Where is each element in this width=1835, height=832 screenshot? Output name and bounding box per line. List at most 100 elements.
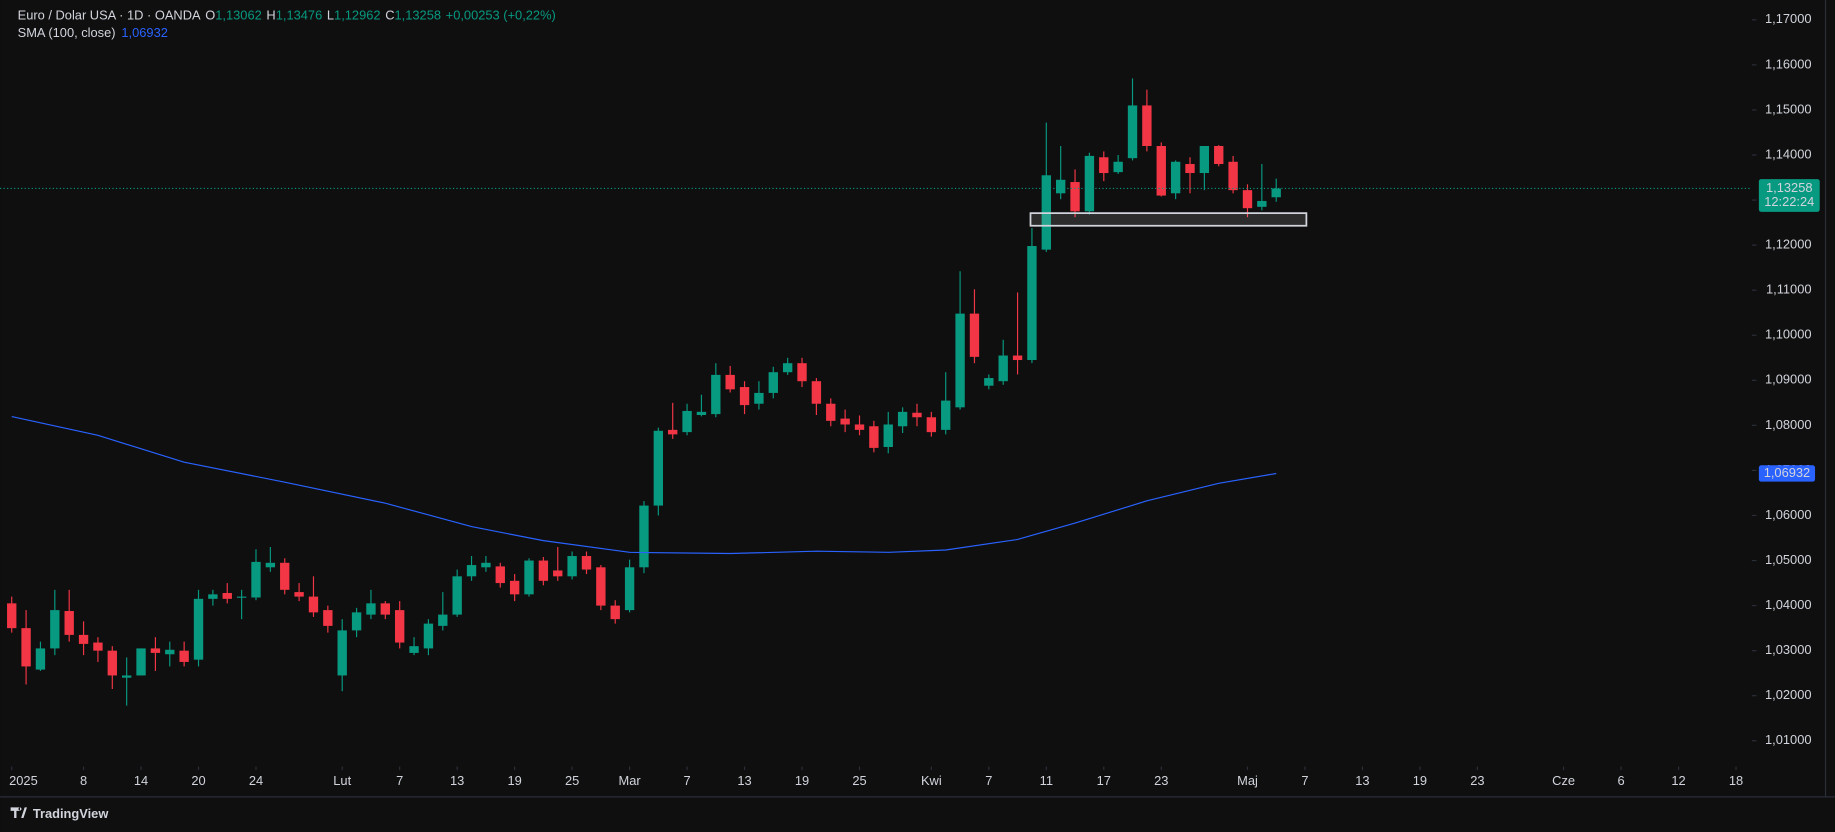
candle-body [265,562,276,568]
x-tick-label: 14 [134,773,148,788]
y-tick-label: 1,08000 [1765,417,1811,432]
candle-body [121,675,132,678]
x-tick-label: 25 [565,773,579,788]
candle-body [653,430,664,506]
x-tick-label: 7 [683,773,690,788]
candle-body [524,560,534,595]
ohlc-key: O [205,8,215,23]
candle-body [1099,157,1109,174]
x-tick-label: 23 [1470,773,1484,788]
candle-body [926,417,937,433]
candle-body [1170,161,1181,194]
candle-body [222,592,232,599]
symbol-legend: Euro / Dolar USA · 1D · OANDA O1,13062 H1,… [18,8,556,23]
candle-body [610,605,620,620]
candle-body [639,505,649,568]
x-tick-label: 17 [1097,773,1111,788]
sma-line [11,416,1277,555]
y-tick-label: 1,12000 [1765,237,1811,252]
logo-icon [10,807,27,818]
x-tick-label: 7 [396,773,403,788]
x-tick-label: 6 [1618,773,1625,788]
sma-price-label: 1,06932 [1764,465,1810,480]
candle-body [811,381,822,404]
candle-body [897,411,908,427]
candle-body [1228,161,1238,191]
y-tick-label: 1,06000 [1765,507,1811,522]
candle-body [725,374,735,390]
candle-body [840,418,850,425]
x-tick-label: 25 [852,773,866,788]
y-tick-label: 1,04000 [1765,597,1811,612]
brand-name: TradingView [33,806,110,821]
y-tick-label: 1,09000 [1765,372,1811,387]
candle-body [1127,105,1138,159]
ohlc-value: 1,13476 [276,8,322,23]
candle-body [581,556,592,570]
candle-body [1027,246,1037,361]
x-tick-label: Cze [1552,773,1575,788]
candle-body [682,410,692,433]
candle-body [323,610,333,626]
ohlc-value: 1,12962 [334,8,380,23]
x-tick-label: 13 [737,773,751,788]
ohlc-key: H [266,8,275,23]
candle-body [481,562,491,568]
candle-body [1055,179,1066,194]
y-tick-label: 1,01000 [1765,732,1811,747]
candle-body [150,648,161,653]
candle-body [596,567,606,606]
candle-body [208,594,218,599]
candle-body [495,566,505,584]
indicator-legend: SMA (100, close) 1,06932 [18,25,168,40]
candle-body [93,642,103,651]
sma-badge [1758,465,1816,482]
x-tick-label: 23 [1154,773,1168,788]
candle-body [452,576,462,615]
candle-body [624,567,635,611]
symbol-title: Euro / Dolar USA · 1D · OANDA [18,8,201,23]
drawn-rectangle [1029,212,1308,227]
candle-body [969,313,980,357]
countdown: 12:22:24 [1764,194,1814,209]
x-tick-label: Maj [1237,773,1258,788]
candle-body [136,648,146,676]
candle-body [754,392,764,404]
candle-body [1257,200,1267,207]
candle-body [826,403,836,421]
brand-logo[interactable]: TradingView [10,806,110,821]
candle-body [380,603,390,615]
candle-body [337,630,347,676]
x-tick-label: Mar [619,773,642,788]
plot [0,78,1752,706]
candle-body [1156,145,1166,196]
candle-body [1271,188,1281,198]
candle-body [251,561,261,598]
candle-body [696,411,707,416]
x-tick-label: 7 [1301,773,1308,788]
candle-body [1084,155,1095,212]
ohlc-key: C [385,8,394,23]
candle-body [1199,145,1210,174]
x-tick-label: Kwi [921,773,942,788]
candle-body [35,648,46,670]
candle-body [998,355,1008,382]
candle-body [236,596,247,598]
candle-body [395,610,405,643]
candle-body [466,565,477,577]
candle-body [538,560,549,581]
candle-body [782,363,793,373]
y-tick-label: 1,10000 [1765,327,1811,342]
sma-name: SMA (100, close) [18,25,116,40]
candle-body [423,623,434,649]
candle-body [739,387,750,406]
x-tick-label: 7 [985,773,992,788]
y-tick-label: 1,14000 [1765,146,1811,161]
last-price-badge [1758,179,1820,212]
x-tick-label: 24 [249,773,263,788]
candle-body [1242,190,1253,209]
change: +0,00253 (+0,22%) [446,8,556,23]
candle-body [294,592,304,597]
candle-body [567,556,577,577]
